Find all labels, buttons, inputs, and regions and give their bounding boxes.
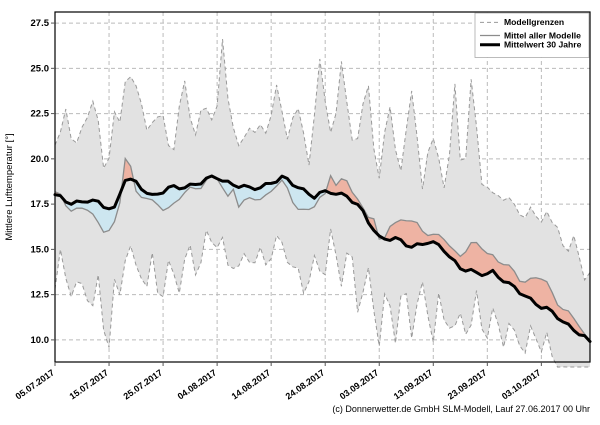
svg-text:Mittlere Lufttemperatur [°]: Mittlere Lufttemperatur [°] [4, 133, 15, 240]
svg-text:(c) Donnerwetter.de GmbH SLM-M: (c) Donnerwetter.de GmbH SLM-Modell, Lau… [332, 404, 590, 414]
svg-text:Modellgrenzen: Modellgrenzen [504, 17, 564, 27]
svg-text:15.0: 15.0 [31, 244, 50, 255]
svg-text:10.0: 10.0 [31, 335, 50, 346]
svg-text:27.5: 27.5 [31, 18, 50, 29]
svg-text:12.5: 12.5 [31, 290, 50, 301]
svg-text:22.5: 22.5 [31, 109, 50, 120]
svg-text:17.5: 17.5 [31, 199, 50, 210]
svg-text:20.0: 20.0 [31, 154, 50, 165]
svg-text:25.0: 25.0 [31, 63, 50, 74]
svg-text:Mittelwert 30 Jahre: Mittelwert 30 Jahre [504, 40, 582, 50]
